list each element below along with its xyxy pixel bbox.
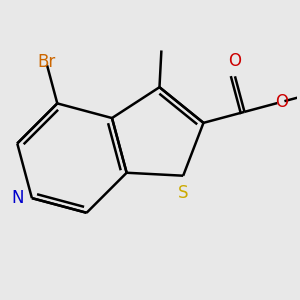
Text: Br: Br [37,53,56,71]
Text: N: N [11,189,23,207]
Text: S: S [178,184,188,202]
Text: O: O [229,52,242,70]
Text: O: O [274,93,288,111]
